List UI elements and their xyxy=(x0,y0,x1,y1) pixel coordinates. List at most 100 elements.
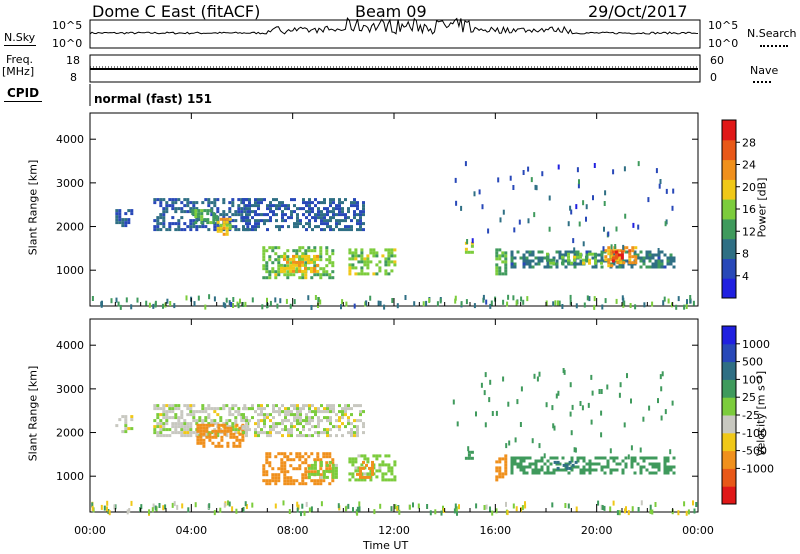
scatter-1 xyxy=(512,185,515,190)
cell-4 xyxy=(308,204,311,208)
scatter-1 xyxy=(657,398,659,404)
cell-5 xyxy=(325,463,329,467)
cell-1 xyxy=(189,407,193,411)
time-axis: 00:00 04:00 08:00 12:00 16:00 20:00 00:00 xyxy=(74,524,714,537)
cell-4 xyxy=(265,482,269,486)
cell-4 xyxy=(293,210,296,214)
scatter-1 xyxy=(555,393,558,399)
scatter-1 xyxy=(538,443,541,449)
cell-5 xyxy=(328,261,332,265)
cell-10 xyxy=(603,471,607,475)
cell-1 xyxy=(189,219,193,223)
cell-6 xyxy=(369,469,373,473)
cell-6 xyxy=(295,260,298,264)
cell-3 xyxy=(329,416,332,420)
cell-10 xyxy=(537,468,541,472)
cell-4 xyxy=(311,207,314,211)
cell-10 xyxy=(660,262,664,266)
cell-4 xyxy=(332,201,335,205)
nave-label: Nave xyxy=(750,64,779,77)
cell-4 xyxy=(257,201,260,205)
cell-4 xyxy=(332,207,335,211)
cell-3 xyxy=(296,407,299,411)
cell-3 xyxy=(278,413,281,417)
cell-3 xyxy=(260,431,263,435)
cell-10 xyxy=(582,456,586,460)
cell-11 xyxy=(594,255,597,259)
cell-3 xyxy=(299,416,302,420)
velocity-cells xyxy=(91,368,698,517)
cell-1 xyxy=(231,404,235,408)
cell-10 xyxy=(513,262,517,266)
cell-3 xyxy=(323,428,326,432)
cell-13 xyxy=(620,253,624,257)
cell-4 xyxy=(301,479,305,483)
cell-1 xyxy=(204,419,208,423)
cell-10 xyxy=(597,462,601,466)
cell-4 xyxy=(283,470,287,474)
cell-0 xyxy=(127,209,131,213)
cell-3 xyxy=(212,212,216,216)
cell-4 xyxy=(335,207,338,211)
scatter-0 xyxy=(208,503,211,509)
cell-6 xyxy=(307,260,310,264)
cell-10 xyxy=(639,456,643,460)
cell-4 xyxy=(323,213,326,217)
colorbar-band xyxy=(722,361,736,380)
cell-0 xyxy=(127,427,131,431)
cell-5 xyxy=(286,276,290,280)
cell-11 xyxy=(571,463,575,467)
scatter-1 xyxy=(637,161,640,167)
cell-10 xyxy=(579,471,583,475)
scatter-0 xyxy=(627,510,630,516)
scatter-1 xyxy=(630,398,632,404)
scatter-1 xyxy=(502,376,505,382)
cell-3 xyxy=(326,416,329,420)
cell-2 xyxy=(199,435,203,439)
cell-6 xyxy=(295,269,298,273)
cell-9 xyxy=(504,260,508,264)
cell-10 xyxy=(534,256,538,260)
cell-10 xyxy=(555,250,559,254)
cell-4 xyxy=(296,222,299,226)
cell-10 xyxy=(645,253,649,257)
cell-6 xyxy=(381,472,385,476)
cell-2 xyxy=(202,429,206,433)
cell-7 xyxy=(359,472,362,476)
scatter-1 xyxy=(548,226,551,232)
cell-7 xyxy=(356,472,359,476)
cell-6 xyxy=(310,269,313,273)
cell-12 xyxy=(628,261,632,265)
cell-6 xyxy=(354,457,358,461)
scatter-0 xyxy=(391,298,394,303)
cell-4 xyxy=(272,213,275,217)
cell-10 xyxy=(657,462,661,466)
cell-1 xyxy=(240,213,244,217)
cell-2 xyxy=(219,229,223,233)
cell-11 xyxy=(588,261,591,265)
cell-11 xyxy=(568,466,572,470)
cell-10 xyxy=(513,456,517,460)
cell-10 xyxy=(522,468,526,472)
cell-7 xyxy=(348,266,352,270)
cell-1 xyxy=(204,225,208,229)
cell-10 xyxy=(639,265,643,269)
cell-1 xyxy=(180,434,184,438)
cell-10 xyxy=(576,456,580,460)
cell-2 xyxy=(225,223,229,227)
scatter-1 xyxy=(587,402,590,408)
cell-6 xyxy=(301,263,304,267)
scatter-0 xyxy=(317,297,320,302)
cell-1 xyxy=(177,416,181,420)
scatter-1 xyxy=(582,241,585,247)
cell-9 xyxy=(504,454,508,458)
cell-6 xyxy=(375,454,379,458)
cell-1 xyxy=(237,407,241,411)
scatter-1 xyxy=(578,221,581,227)
cell-1 xyxy=(162,198,166,202)
cell-10 xyxy=(624,465,628,469)
cell-0 xyxy=(115,221,119,225)
scatter-0 xyxy=(228,300,231,306)
scatter-1 xyxy=(659,179,662,184)
cell-1 xyxy=(195,422,199,426)
